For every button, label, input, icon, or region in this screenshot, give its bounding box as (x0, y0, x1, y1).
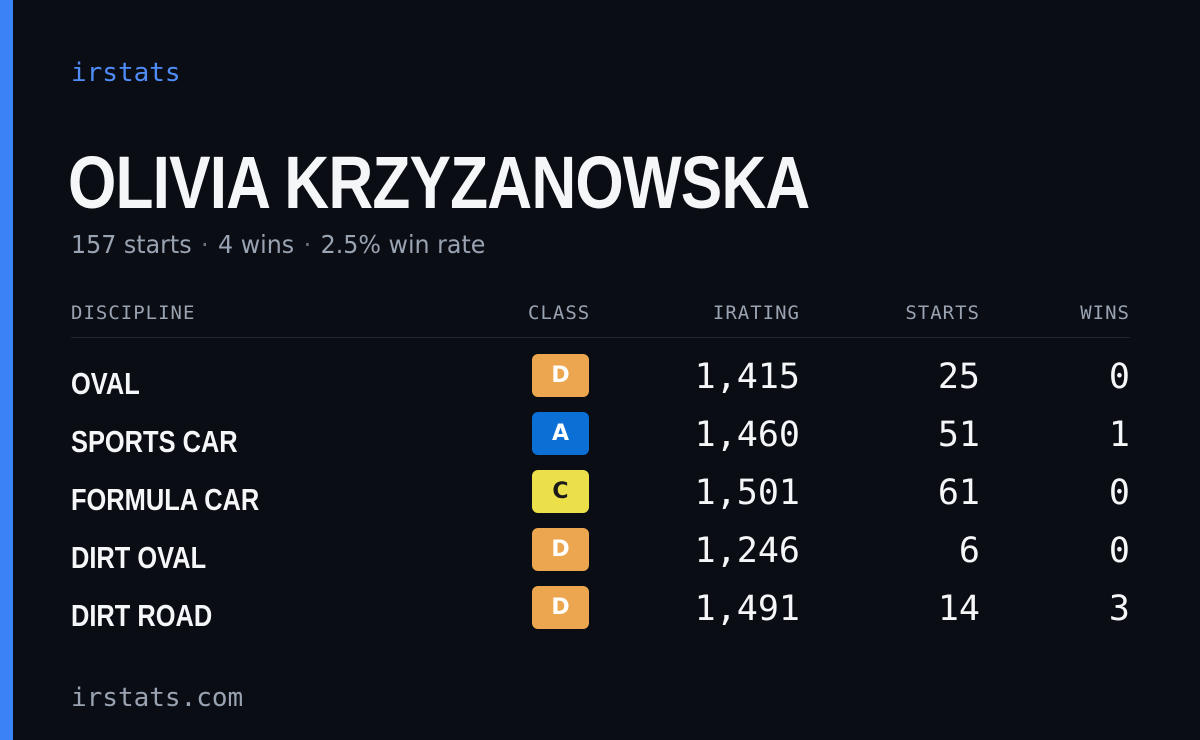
summary-wins: 4 wins (218, 230, 295, 259)
wins-value: 0 (1108, 357, 1130, 397)
discipline-name: DIRT ROAD (71, 598, 213, 633)
wins-value: 0 (1108, 531, 1130, 571)
summary-win-rate: 2.5% win rate (320, 230, 486, 259)
table-row: OVAL D 1,415 25 0 (71, 354, 1130, 412)
header-irating: IRATING (712, 302, 800, 324)
irating-value: 1,460 (694, 415, 800, 455)
discipline-stats-table: DISCIPLINE CLASS IRATING STARTS WINS OVA… (71, 296, 1130, 644)
table-row: DIRT OVAL D 1,246 6 0 (71, 528, 1130, 586)
discipline-name: OVAL (71, 366, 140, 401)
table-header: DISCIPLINE CLASS IRATING STARTS WINS (71, 296, 1130, 338)
brand-logo-text[interactable]: irstats (71, 58, 181, 88)
starts-value: 25 (937, 357, 980, 397)
header-discipline: DISCIPLINE (71, 302, 196, 324)
starts-value: 61 (937, 473, 980, 513)
irating-value: 1,491 (694, 589, 800, 629)
starts-value: 51 (937, 415, 980, 455)
player-summary: 157 starts · 4 wins · 2.5% win rate (71, 228, 485, 262)
irating-value: 1,415 (694, 357, 800, 397)
wins-value: 1 (1108, 415, 1130, 455)
table-row: FORMULA CAR C 1,501 61 0 (71, 470, 1130, 528)
table-row: SPORTS CAR A 1,460 51 1 (71, 412, 1130, 470)
wins-value: 0 (1108, 473, 1130, 513)
license-class-badge: D (532, 586, 589, 629)
table-row: DIRT ROAD D 1,491 14 3 (71, 586, 1130, 644)
footer-site-url[interactable]: irstats.com (71, 683, 244, 713)
player-name: OLIVIA KRZYZANOWSKA (68, 141, 810, 224)
summary-separator: · (303, 230, 312, 259)
wins-value: 3 (1108, 589, 1130, 629)
irating-value: 1,501 (694, 473, 800, 513)
license-class-badge: A (532, 412, 589, 455)
irating-value: 1,246 (694, 531, 800, 571)
summary-starts: 157 starts (71, 230, 192, 259)
table-body: OVAL D 1,415 25 0 SPORTS CAR A 1,460 51 … (71, 354, 1130, 644)
header-class: CLASS (528, 302, 591, 324)
license-class-badge: D (532, 354, 589, 397)
starts-value: 6 (958, 531, 980, 571)
license-class-badge: D (532, 528, 589, 571)
accent-bar (0, 0, 13, 740)
discipline-name: FORMULA CAR (71, 482, 260, 517)
discipline-name: DIRT OVAL (71, 540, 207, 575)
starts-value: 14 (937, 589, 980, 629)
header-wins: WINS (1080, 302, 1130, 324)
summary-separator: · (201, 230, 209, 259)
discipline-name: SPORTS CAR (71, 424, 238, 459)
header-starts: STARTS (905, 302, 980, 324)
license-class-badge: C (532, 470, 589, 513)
